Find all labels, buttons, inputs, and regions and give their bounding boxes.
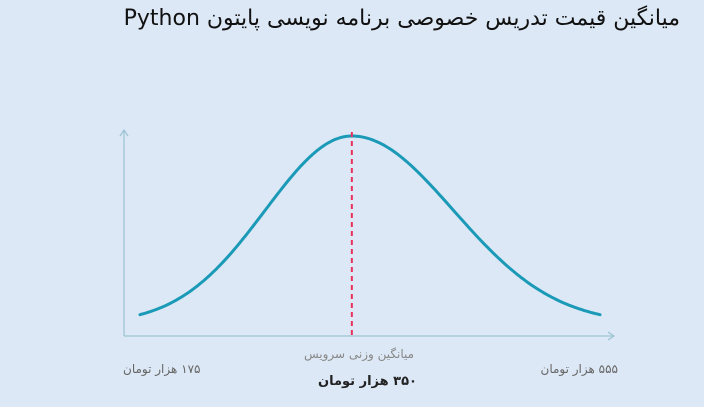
average-price-label: ۳۵۰ هزار تومان: [318, 374, 417, 389]
distribution-curve: [138, 134, 602, 317]
y-axis-arrow: [119, 128, 129, 137]
average-caption: میانگین وزنی سرویس: [304, 347, 415, 361]
chart-title: میانگین قیمت تدریس خصوصی برنامه نویسی پا…: [123, 6, 680, 31]
max-price-label: ۵۵۵ هزار تومان: [540, 362, 619, 376]
min-price-label: ۱۷۵ هزار تومان: [123, 362, 201, 376]
x-axis-arrow: [607, 331, 616, 341]
